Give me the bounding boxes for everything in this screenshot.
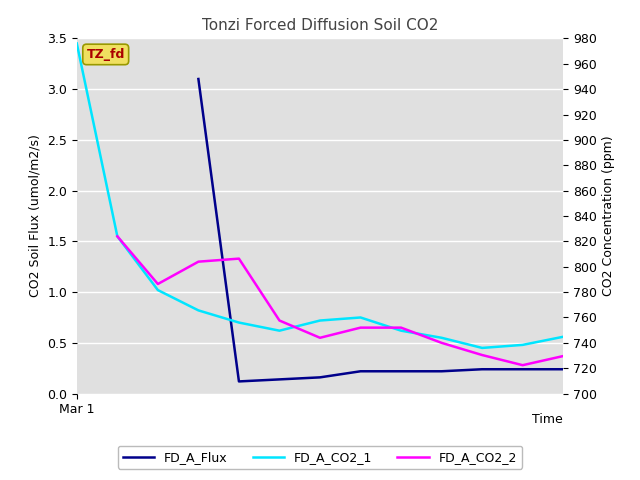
FD_A_CO2_2: [397, 325, 405, 331]
FD_A_Flux: [519, 366, 527, 372]
Legend: FD_A_Flux, FD_A_CO2_1, FD_A_CO2_2: FD_A_Flux, FD_A_CO2_1, FD_A_CO2_2: [118, 446, 522, 469]
FD_A_CO2_2: [235, 256, 243, 262]
FD_A_CO2_1: [356, 314, 364, 320]
FD_A_CO2_2: [478, 352, 486, 358]
FD_A_Flux: [438, 368, 445, 374]
Line: FD_A_CO2_2: FD_A_CO2_2: [117, 236, 563, 365]
Line: FD_A_CO2_1: FD_A_CO2_1: [77, 44, 563, 348]
Text: TZ_fd: TZ_fd: [86, 48, 125, 61]
FD_A_CO2_2: [154, 281, 162, 287]
FD_A_Flux: [195, 76, 202, 82]
FD_A_CO2_2: [113, 233, 121, 239]
FD_A_CO2_1: [559, 334, 567, 340]
FD_A_CO2_1: [113, 233, 121, 239]
FD_A_CO2_1: [397, 328, 405, 334]
FD_A_CO2_1: [519, 342, 527, 348]
FD_A_CO2_1: [235, 320, 243, 325]
FD_A_CO2_2: [559, 353, 567, 359]
FD_A_CO2_2: [316, 335, 324, 341]
FD_A_CO2_2: [438, 340, 445, 346]
Y-axis label: CO2 Concentration (ppm): CO2 Concentration (ppm): [602, 136, 616, 296]
FD_A_CO2_1: [316, 318, 324, 324]
FD_A_CO2_1: [276, 328, 284, 334]
FD_A_Flux: [356, 368, 364, 374]
FD_A_Flux: [397, 368, 405, 374]
FD_A_CO2_2: [356, 325, 364, 331]
Y-axis label: CO2 Soil Flux (umol/m2/s): CO2 Soil Flux (umol/m2/s): [29, 134, 42, 298]
FD_A_Flux: [235, 379, 243, 384]
FD_A_Flux: [276, 376, 284, 382]
FD_A_CO2_1: [478, 345, 486, 351]
FD_A_CO2_2: [195, 259, 202, 264]
FD_A_Flux: [559, 366, 567, 372]
FD_A_CO2_1: [154, 287, 162, 293]
FD_A_CO2_2: [519, 362, 527, 368]
FD_A_Flux: [316, 374, 324, 380]
Title: Tonzi Forced Diffusion Soil CO2: Tonzi Forced Diffusion Soil CO2: [202, 18, 438, 33]
Line: FD_A_Flux: FD_A_Flux: [198, 79, 563, 382]
FD_A_CO2_1: [73, 41, 81, 47]
FD_A_Flux: [478, 366, 486, 372]
X-axis label: Time: Time: [532, 413, 563, 426]
FD_A_CO2_2: [276, 318, 284, 324]
FD_A_CO2_1: [438, 335, 445, 341]
FD_A_CO2_1: [195, 308, 202, 313]
